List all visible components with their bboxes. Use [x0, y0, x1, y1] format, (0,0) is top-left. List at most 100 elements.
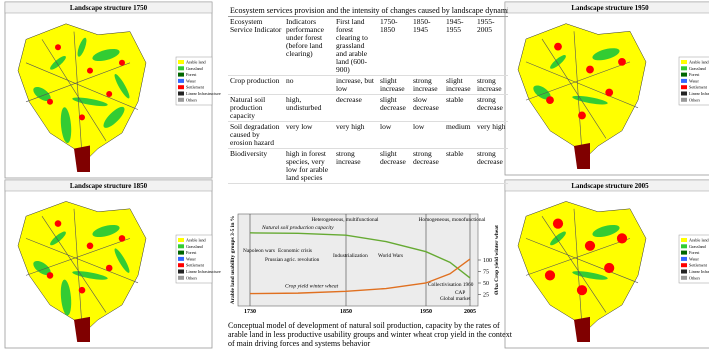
series-label: Natural soil production capacity [261, 225, 334, 231]
table-cell: low [411, 122, 444, 149]
settlement [545, 270, 555, 280]
table-cell: slight increase [444, 76, 475, 95]
legend-swatch [178, 73, 184, 77]
legend-label: Grassland [689, 66, 707, 71]
table-cell: First land forest clearing to grassland … [334, 17, 378, 76]
legend-label: Others [689, 275, 701, 280]
table-cell: slight decrease [378, 95, 411, 122]
table-cell: 1750-1850 [378, 17, 411, 76]
table-cell: strong decrease [411, 149, 444, 184]
settlement [617, 233, 627, 243]
table-cell: 1955-2005 [475, 17, 508, 76]
table-row: Soil degradation caused by erosion hazar… [228, 122, 508, 149]
legend-label: Others [186, 275, 198, 280]
legend-swatch [681, 263, 687, 267]
legend-swatch [178, 270, 184, 274]
legend-swatch [178, 60, 184, 64]
annotation: Economic crisis [278, 248, 312, 254]
legend-label: Forest [186, 250, 197, 255]
annotation: Industrialization [333, 253, 368, 259]
series-label: Crop yield winter wheat [285, 283, 339, 289]
legend-swatch [681, 276, 687, 280]
map-panel: Landscape structure 2005Arable landGrass… [505, 180, 709, 348]
legend-label: Arable land [186, 60, 207, 65]
settlement [55, 44, 61, 50]
legend-label: Grassland [689, 244, 707, 249]
legend-label: Settlement [186, 263, 205, 268]
legend-label: Forest [186, 72, 197, 77]
y-tick-label: 50 [483, 281, 489, 287]
legend-swatch [681, 251, 687, 255]
legend-swatch [178, 92, 184, 96]
legend-label: Water [689, 78, 699, 83]
settlement [119, 235, 126, 242]
legend-swatch [178, 98, 184, 102]
settlement [577, 285, 587, 295]
table-cell: strong increase [411, 76, 444, 95]
x-tick-label: 1950 [420, 309, 432, 315]
map-title: Landscape structure 2005 [571, 182, 649, 190]
table-cell: high in forest species, very low for ara… [284, 149, 334, 184]
settlement [47, 272, 54, 279]
legend-swatch [681, 79, 687, 83]
table-cell: very high [334, 122, 378, 149]
annotation: Napoleon wars [243, 248, 275, 254]
y-tick-label: 75 [483, 270, 489, 276]
page: Landscape structure 1750Arable landGrass… [0, 0, 709, 350]
settlement [546, 96, 554, 104]
annotation: Prussian agric. revolution [265, 257, 320, 263]
settlement [604, 263, 614, 273]
settlement [79, 287, 86, 294]
settlement [87, 243, 94, 250]
table-cell: decrease [334, 95, 378, 122]
x-tick-label: 2005 [464, 309, 476, 315]
legend-swatch [681, 244, 687, 248]
settlement [586, 66, 594, 74]
table-cell: strong decrease [475, 149, 508, 184]
table-cell: strong decrease [475, 95, 508, 122]
legend-label: Arable land [186, 238, 207, 243]
settlement [605, 89, 613, 97]
table-cell: slight decrease [378, 149, 411, 184]
legend-label: Others [186, 97, 198, 102]
legend-swatch [178, 257, 184, 261]
table-cell: low [378, 122, 411, 149]
table-cell: increase, but low [334, 76, 378, 95]
settlement [87, 68, 93, 74]
caption: Conceptual model of development of natur… [228, 321, 513, 348]
legend-swatch [681, 257, 687, 261]
y-tick-label: 100 [483, 258, 492, 264]
settlement [119, 60, 125, 66]
annotation: Collectivisation 1960 [428, 282, 474, 288]
legend-label: Settlement [689, 85, 708, 90]
table-cell: slight increase [378, 76, 411, 95]
settlement [47, 99, 53, 105]
legend-label: Water [689, 256, 699, 261]
settlement [106, 265, 113, 272]
legend-swatch [681, 85, 687, 89]
settlement [585, 241, 595, 251]
legend-label: Water [186, 256, 196, 261]
legend-label: Water [186, 78, 196, 83]
legend-swatch [178, 85, 184, 89]
table-cell: stable [444, 95, 475, 122]
legend-label: Linear Infrastructure [186, 269, 221, 274]
legend-swatch [681, 98, 687, 102]
table-cell: high, undisturbed [284, 95, 334, 122]
table-cell: strong increase [334, 149, 378, 184]
ecosystem-table: Ecosystem services provision and the int… [228, 6, 508, 184]
legend-label: Arable land [689, 60, 709, 65]
legend-swatch [178, 66, 184, 70]
y-tick-label: 25 [483, 293, 489, 299]
table-cell: very high [475, 122, 508, 149]
table-cell: stable [444, 149, 475, 184]
table-row: Ecosystem services provision and the int… [228, 6, 508, 17]
settlement [553, 219, 563, 229]
table-cell: medium [444, 122, 475, 149]
legend-swatch [681, 66, 687, 70]
